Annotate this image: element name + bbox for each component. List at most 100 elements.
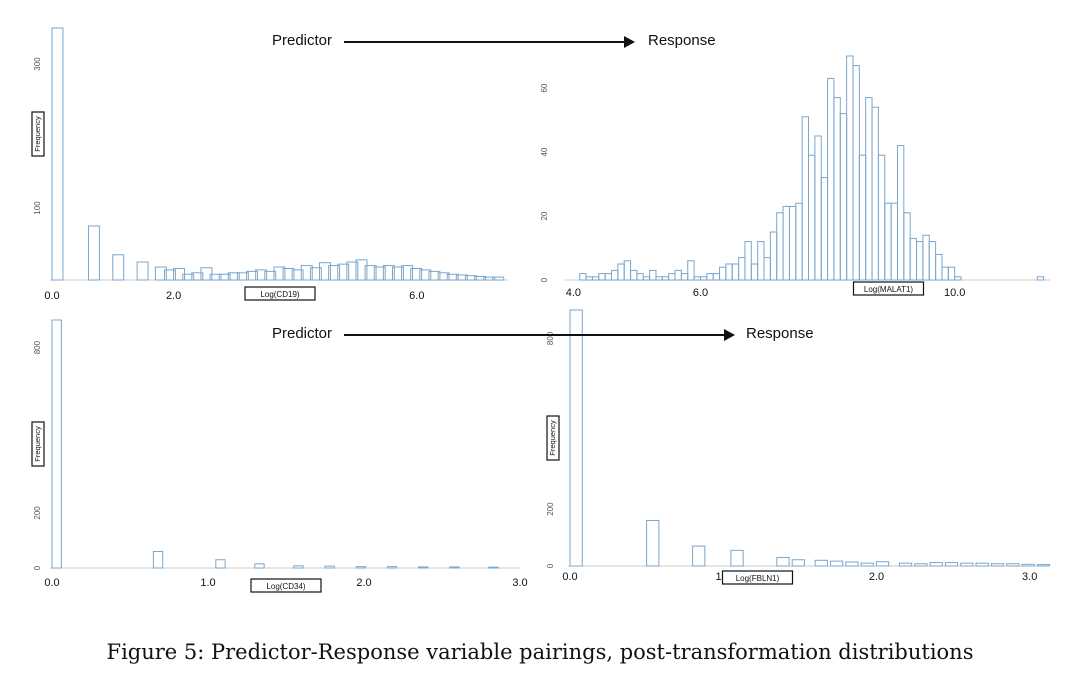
histogram-bar-1-27: [355, 259, 368, 281]
histogram-bar-2-61: [1036, 276, 1045, 281]
histogram-bar-3-4: [254, 563, 265, 569]
x-tick-label-3-4: 3.0: [512, 577, 527, 589]
histogram-bar-2-21: [706, 273, 714, 281]
histogram-bar-3-6: [324, 565, 335, 569]
y-axis-label-3: Frequency: [33, 426, 42, 462]
x-axis-label-box-2: [852, 281, 925, 296]
histogram-bar-1-29: [373, 266, 386, 281]
y-tick-label-4-3: 800: [546, 331, 555, 345]
x-tick-label-3-1: 0.0: [44, 577, 59, 589]
histogram-bar-1-42: [492, 276, 505, 281]
y-tick-label-1-1: 100: [33, 201, 42, 215]
histogram-bar-2-47: [871, 106, 879, 281]
histogram-bar-2-40: [827, 77, 835, 281]
y-tick-label-2-3: 40: [540, 147, 549, 156]
histogram-bar-2-16: [674, 269, 682, 281]
histogram-bar-3-9: [418, 566, 429, 569]
histogram-bar-2-35: [795, 202, 803, 281]
histogram-bar-3-2: [152, 550, 164, 569]
histogram-bar-4-8: [829, 560, 844, 567]
histogram-bar-1-23: [319, 262, 331, 281]
histogram-figure: 0.0 2.0 6.0 100 300 Log(CD19) Frequency 4.0 6.0 1…: [31, 27, 1051, 593]
histogram-bar-4-18: [990, 563, 1005, 567]
histogram-bar-2-58: [941, 266, 949, 281]
histogram-bar-2-6: [610, 269, 619, 281]
histogram-bar-2-45: [858, 154, 867, 281]
histogram-bar-1-35: [428, 270, 441, 281]
histogram-bar-4-11: [875, 561, 890, 567]
x-tick-label-1-1: 0.0: [44, 290, 59, 302]
histogram-bar-1-3: [112, 254, 125, 281]
x-tick-label-4-4: 3.0: [1022, 571, 1037, 583]
histogram-bar-1-32: [401, 265, 414, 281]
histogram-bar-2-28: [750, 263, 759, 281]
x-axis-label-2: Log(MALAT1): [864, 285, 914, 294]
histogram-bar-1-16: [255, 269, 268, 281]
histogram-bar-3-1: [51, 319, 62, 569]
histogram-bar-1-25: [337, 263, 350, 281]
histogram-bar-1-15: [246, 270, 258, 281]
histogram-bar-4-15: [944, 562, 959, 567]
histogram-bar-2-29: [757, 241, 765, 281]
y-axis-label-box-1: [31, 111, 45, 157]
histogram-bar-1-1: [51, 27, 64, 281]
x-axis-label-box-3: [250, 578, 322, 593]
histogram-bar-2-14: [661, 276, 670, 281]
histogram-bar-4-9: [845, 561, 859, 567]
histogram-bar-1-5: [154, 266, 167, 281]
histogram-bar-1-8: [182, 273, 195, 281]
x-tick-label-3-3: 2.0: [356, 577, 371, 589]
x-tick-label-1-3: 6.0: [409, 290, 424, 302]
histogram-bar-1-31: [391, 266, 404, 281]
histogram-bar-2-10: [636, 273, 644, 281]
histogram-bar-2-36: [801, 116, 810, 281]
histogram-bar-1-33: [410, 267, 423, 281]
x-tick-label-2-3: 10.0: [944, 287, 965, 299]
histogram-bar-1-24: [328, 265, 341, 281]
histogram-bar-2-49: [884, 202, 892, 281]
y-tick-label-2-2: 20: [540, 211, 549, 220]
histogram-bar-1-39: [464, 275, 477, 281]
y-tick-label-3-1: 0: [33, 565, 42, 570]
histogram-bar-4-6: [791, 559, 805, 567]
histogram-bar-2-42: [839, 113, 848, 281]
histogram-bar-4-4: [730, 549, 744, 567]
histogram-bar-1-12: [218, 273, 231, 281]
response-label-top: Response: [648, 32, 716, 49]
histogram-bar-4-3: [692, 545, 706, 567]
predictor-label-bottom: Predictor: [272, 325, 333, 342]
histogram-bar-1-41: [483, 276, 496, 281]
x-tick-label-1-2: 2.0: [166, 290, 181, 302]
histogram-bar-1-18: [273, 266, 286, 281]
histogram-bar-4-19: [1006, 563, 1020, 567]
x-axis-label-box-1: [244, 286, 316, 301]
histogram-bar-2-54: [916, 241, 924, 281]
y-tick-label-3-2: 200: [33, 506, 42, 520]
x-axis-label-box-4: [721, 570, 794, 585]
y-tick-label-4-2: 200: [546, 502, 555, 516]
y-axis-label-4: Frequency: [548, 420, 557, 456]
histogram-bar-1-19: [282, 267, 295, 281]
arrow-head-top: [624, 36, 635, 48]
histogram-bar-2-48: [877, 154, 886, 281]
histogram-bar-2-2: [585, 276, 593, 281]
histogram-bar-2-26: [738, 257, 746, 281]
predictor-label-top: Predictor: [272, 32, 333, 49]
histogram-bar-2-25: [731, 263, 740, 281]
histogram-bar-2-23: [719, 266, 727, 281]
histogram-bar-2-11: [642, 276, 651, 281]
arrow-line-top: [344, 41, 624, 43]
histogram-bar-2-43: [846, 55, 854, 281]
histogram-bar-2-17: [680, 273, 689, 281]
x-axis-label-4: Log(FBLN1): [736, 574, 780, 583]
histogram-bar-3-8: [386, 566, 398, 569]
histogram-bar-2-8: [623, 260, 632, 281]
histogram-bar-2-5: [604, 273, 612, 281]
x-tick-label-3-2: 1.0: [200, 577, 215, 589]
y-axis-label-box-4: [546, 415, 560, 461]
histogram-bar-2-59: [947, 266, 956, 281]
histogram-bar-2-31: [769, 231, 778, 281]
histogram-bar-2-33: [782, 205, 790, 281]
histogram-bar-2-41: [833, 97, 841, 281]
histogram-bar-4-16: [960, 562, 974, 567]
